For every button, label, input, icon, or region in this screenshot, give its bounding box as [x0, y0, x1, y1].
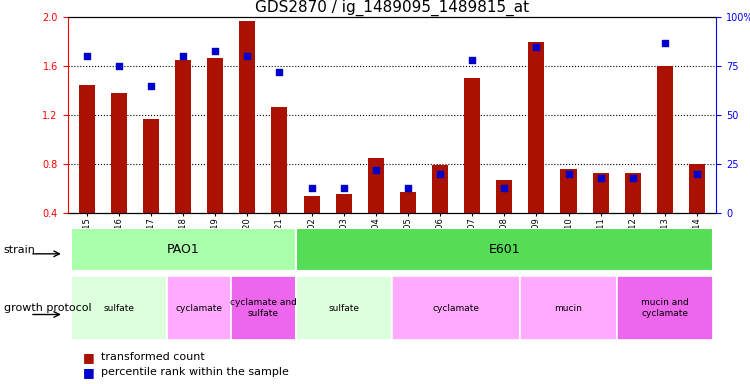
Bar: [111, 93, 127, 262]
Bar: [336, 194, 352, 262]
Bar: [392, 276, 520, 340]
Bar: [464, 78, 480, 262]
Text: cyclamate: cyclamate: [176, 304, 223, 313]
Bar: [689, 164, 705, 262]
Bar: [520, 276, 616, 340]
Bar: [657, 66, 673, 262]
Point: [627, 175, 639, 181]
Point: [242, 53, 254, 60]
Text: transformed count: transformed count: [101, 352, 205, 362]
Point: [81, 53, 93, 60]
Point: [498, 185, 510, 191]
Bar: [528, 42, 544, 262]
Text: cyclamate: cyclamate: [433, 304, 479, 313]
Bar: [70, 228, 296, 271]
Bar: [143, 119, 159, 262]
Point: [305, 185, 317, 191]
Point: [402, 185, 414, 191]
Bar: [400, 192, 416, 262]
Text: PAO1: PAO1: [166, 243, 200, 256]
Point: [338, 185, 350, 191]
Text: sulfate: sulfate: [104, 304, 134, 313]
Bar: [79, 84, 94, 262]
Bar: [560, 169, 577, 262]
Text: E601: E601: [488, 243, 520, 256]
Text: growth protocol: growth protocol: [4, 303, 92, 313]
Bar: [167, 276, 231, 340]
Title: GDS2870 / ig_1489095_1489815_at: GDS2870 / ig_1489095_1489815_at: [255, 0, 529, 16]
Bar: [231, 276, 296, 340]
Point: [691, 171, 703, 177]
Bar: [296, 276, 392, 340]
Point: [466, 57, 478, 63]
Bar: [625, 173, 640, 262]
Point: [145, 83, 157, 89]
Point: [177, 53, 189, 60]
Bar: [432, 166, 448, 262]
Text: strain: strain: [4, 245, 36, 255]
Text: ■: ■: [82, 366, 94, 379]
Point: [434, 171, 446, 177]
Bar: [368, 158, 384, 262]
Point: [530, 44, 542, 50]
Bar: [616, 276, 713, 340]
Bar: [592, 173, 609, 262]
Bar: [296, 228, 713, 271]
Bar: [272, 107, 287, 262]
Bar: [304, 196, 320, 262]
Point: [209, 48, 221, 54]
Bar: [70, 276, 167, 340]
Point: [658, 40, 670, 46]
Text: cyclamate and
sulfate: cyclamate and sulfate: [230, 298, 297, 318]
Bar: [175, 60, 191, 262]
Bar: [496, 180, 512, 262]
Text: mucin: mucin: [554, 304, 583, 313]
Text: ■: ■: [82, 351, 94, 364]
Point: [274, 69, 286, 75]
Point: [595, 175, 607, 181]
Text: percentile rank within the sample: percentile rank within the sample: [101, 367, 290, 377]
Bar: [207, 58, 224, 262]
Point: [113, 63, 125, 70]
Point: [562, 171, 574, 177]
Text: mucin and
cyclamate: mucin and cyclamate: [641, 298, 688, 318]
Text: sulfate: sulfate: [328, 304, 359, 313]
Point: [370, 167, 382, 173]
Bar: [239, 21, 256, 262]
